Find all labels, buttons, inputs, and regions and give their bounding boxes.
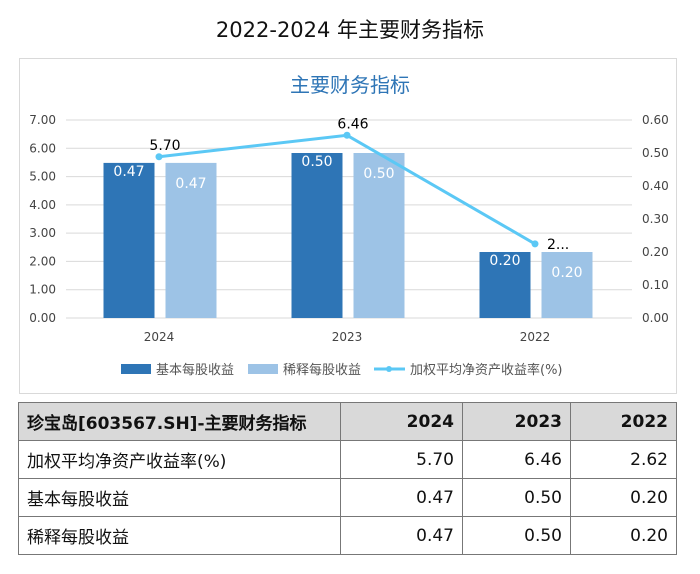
chart-title: 主要财务指标	[290, 73, 410, 97]
left-axis-tick: 7.00	[29, 113, 56, 127]
chart-frame	[19, 58, 677, 394]
bar-diluted-eps	[353, 153, 405, 318]
table-row: 稀释每股收益 0.47 0.50 0.20	[18, 516, 677, 555]
table-header-cell: 2024	[340, 402, 463, 441]
legend-label: 加权平均净资产收益率(%)	[410, 362, 563, 378]
right-axis-tick: 0.10	[642, 278, 669, 292]
chart: 主要财务指标 0.00 1.00 2.00 3.00 4.00 5.00 6.00 7.00 0.…	[29, 73, 669, 378]
bar-data-label: 0.47	[113, 164, 144, 180]
table-cell: 6.46	[462, 440, 571, 479]
left-axis-tick: 3.00	[29, 226, 56, 240]
bar-data-label: 0.47	[175, 176, 206, 192]
bar-basic-eps	[291, 153, 343, 318]
line-data-label: 5.70	[149, 138, 180, 154]
table-cell: 基本每股收益	[18, 478, 341, 517]
x-axis-tick: 2023	[332, 330, 363, 344]
table-cell: 0.20	[570, 478, 677, 517]
left-axis-tick: 0.00	[29, 311, 56, 325]
roe-point	[343, 131, 351, 139]
x-axis-tick: 2024	[144, 330, 175, 344]
bar-diluted-eps	[541, 252, 593, 318]
right-axis-tick: 0.60	[642, 113, 669, 127]
bar-data-label: 0.20	[489, 253, 520, 269]
financial-table: 珍宝岛[603567.SH]-主要财务指标 2024 2023 2022 加权平…	[18, 402, 677, 555]
table-header-cell: 2022	[570, 402, 677, 441]
line-data-label: 2...	[547, 237, 569, 253]
legend-marker-roe	[386, 366, 392, 372]
right-axis-tick: 0.50	[642, 146, 669, 160]
bar-data-label: 0.50	[363, 166, 394, 182]
table-header-cell: 2023	[462, 402, 571, 441]
roe-point	[155, 153, 163, 161]
left-axis-tick: 2.00	[29, 254, 56, 268]
left-axis-tick: 6.00	[29, 141, 56, 155]
roe-point	[531, 240, 539, 248]
bar-basic-eps	[479, 252, 531, 318]
table-cell: 0.47	[340, 478, 463, 517]
table-row: 加权平均净资产收益率(%) 5.70 6.46 2.62	[18, 440, 677, 479]
bar-basic-eps	[103, 162, 155, 318]
x-axis-tick: 2022	[520, 330, 551, 344]
table-cell: 0.20	[570, 516, 677, 555]
table-cell: 加权平均净资产收益率(%)	[18, 440, 341, 479]
table-cell: 5.70	[340, 440, 463, 479]
right-axis-tick: 0.20	[642, 245, 669, 259]
left-axis-tick: 1.00	[29, 283, 56, 297]
table-row: 基本每股收益 0.47 0.50 0.20	[18, 478, 677, 517]
table-cell: 稀释每股收益	[18, 516, 341, 555]
left-axis-tick: 4.00	[29, 198, 56, 212]
right-axis-tick: 0.00	[642, 311, 669, 325]
legend-label: 基本每股收益	[156, 362, 234, 378]
right-axis-tick: 0.30	[642, 212, 669, 226]
table-cell: 0.47	[340, 516, 463, 555]
legend-label: 稀释每股收益	[283, 362, 361, 378]
bar-data-label: 0.20	[551, 265, 582, 281]
bar-data-label: 0.50	[301, 154, 332, 170]
bar-diluted-eps	[165, 162, 217, 318]
right-axis-tick: 0.40	[642, 179, 669, 193]
table-header-cell: 珍宝岛[603567.SH]-主要财务指标	[18, 402, 341, 441]
legend-swatch-basic-eps	[121, 364, 151, 374]
table-cell: 0.50	[462, 478, 571, 517]
left-axis-tick: 5.00	[29, 170, 56, 184]
line-data-label: 6.46	[337, 116, 368, 132]
page-title: 2022-2024 年主要财务指标	[215, 18, 485, 42]
table-cell: 0.50	[462, 516, 571, 555]
table-cell: 2.62	[570, 440, 677, 479]
legend-swatch-diluted-eps	[248, 364, 278, 374]
table-header-row: 珍宝岛[603567.SH]-主要财务指标 2024 2023 2022	[18, 402, 677, 441]
